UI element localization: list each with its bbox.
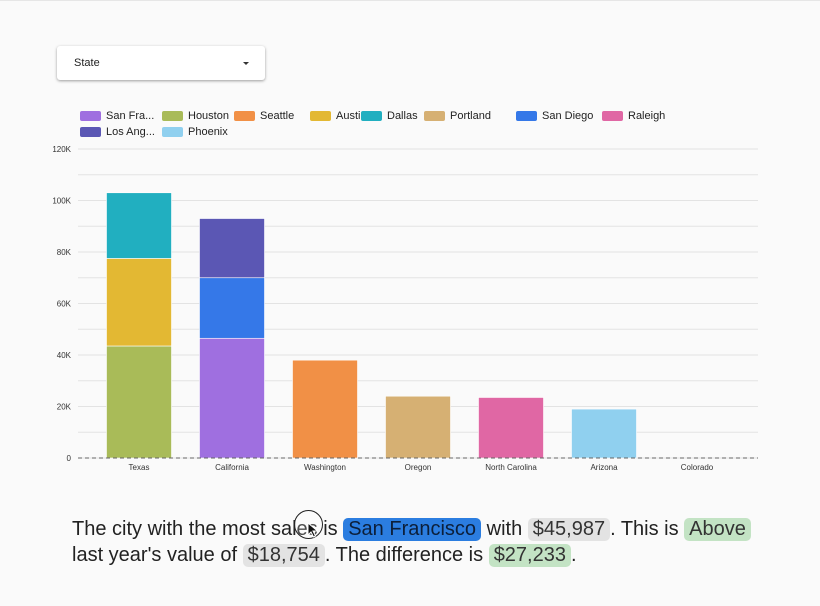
bar-segment	[199, 277, 265, 339]
y-tick-label: 60K	[57, 300, 72, 309]
legend-swatch	[162, 111, 183, 121]
last-year-value-chip: $18,754	[242, 544, 325, 567]
x-tick-label: North Carolina	[485, 463, 537, 472]
legend-swatch	[361, 111, 382, 121]
narrative-part: with	[486, 518, 523, 540]
legend-label: Seattle	[260, 110, 295, 122]
narrative-part: . This is	[610, 518, 679, 540]
bar-segment	[106, 192, 172, 259]
bar-segment	[106, 345, 172, 459]
bar-segment	[199, 337, 265, 459]
y-tick-label: 100K	[52, 197, 71, 206]
y-tick-label: 120K	[52, 145, 71, 154]
bar-segment	[478, 397, 544, 459]
state-filter-label: State	[74, 57, 100, 69]
bar-segment	[385, 395, 451, 459]
difference-chip: $27,233	[488, 544, 571, 567]
narrative-part: last year's value of	[72, 544, 238, 566]
sales-value-chip: $45,987	[527, 518, 611, 541]
legend-label: Austin	[336, 110, 367, 122]
legend-label: Phoenix	[188, 126, 228, 138]
bar-segment	[571, 408, 637, 459]
y-tick-label: 80K	[57, 248, 72, 257]
narrative-part: . The difference is	[324, 544, 484, 566]
bar-segment	[292, 359, 358, 459]
legend-swatch	[424, 111, 445, 121]
state-filter-dropdown[interactable]: State	[57, 46, 265, 80]
bar-segment	[106, 258, 172, 347]
x-tick-label: Oregon	[405, 463, 432, 472]
y-tick-label: 0	[67, 454, 72, 463]
top-city-chip: San Francisco	[343, 518, 482, 541]
legend-swatch	[310, 111, 331, 121]
chevron-down-icon	[243, 62, 249, 65]
narrative-part: The city with the most sales is	[72, 518, 338, 540]
comparison-chip: Above	[684, 518, 751, 541]
legend-label: San Fra...	[106, 110, 155, 122]
legend-label: San Diego	[542, 110, 594, 122]
x-tick-label: Colorado	[681, 463, 714, 472]
y-tick-label: 20K	[57, 403, 72, 412]
legend-swatch	[80, 111, 101, 121]
legend-label: Dallas	[387, 110, 418, 122]
legend-swatch	[162, 127, 183, 137]
legend-swatch	[602, 111, 623, 121]
narrative-part: .	[570, 544, 577, 566]
y-tick-label: 40K	[57, 351, 72, 360]
legend-label: Los Ang...	[106, 126, 155, 138]
legend-label: Houston	[188, 110, 229, 122]
top-divider	[0, 0, 820, 1]
x-tick-label: Texas	[129, 463, 150, 472]
x-tick-label: Washington	[304, 463, 346, 472]
legend-label: Raleigh	[628, 110, 666, 122]
legend-swatch	[516, 111, 537, 121]
x-tick-label: Arizona	[590, 463, 618, 472]
x-tick-label: California	[215, 463, 249, 472]
stacked-bar-chart: 0 20K 40K 60K 80K 100K 120K Texas California Wash…	[52, 145, 758, 472]
narrative-text: The city with the most sales is San Fran…	[72, 516, 772, 568]
legend-swatch	[234, 111, 255, 121]
legend-label: Portland	[450, 110, 491, 122]
mouse-pointer-icon	[307, 522, 319, 538]
bar-segment	[199, 218, 265, 279]
legend-swatch	[80, 127, 101, 137]
